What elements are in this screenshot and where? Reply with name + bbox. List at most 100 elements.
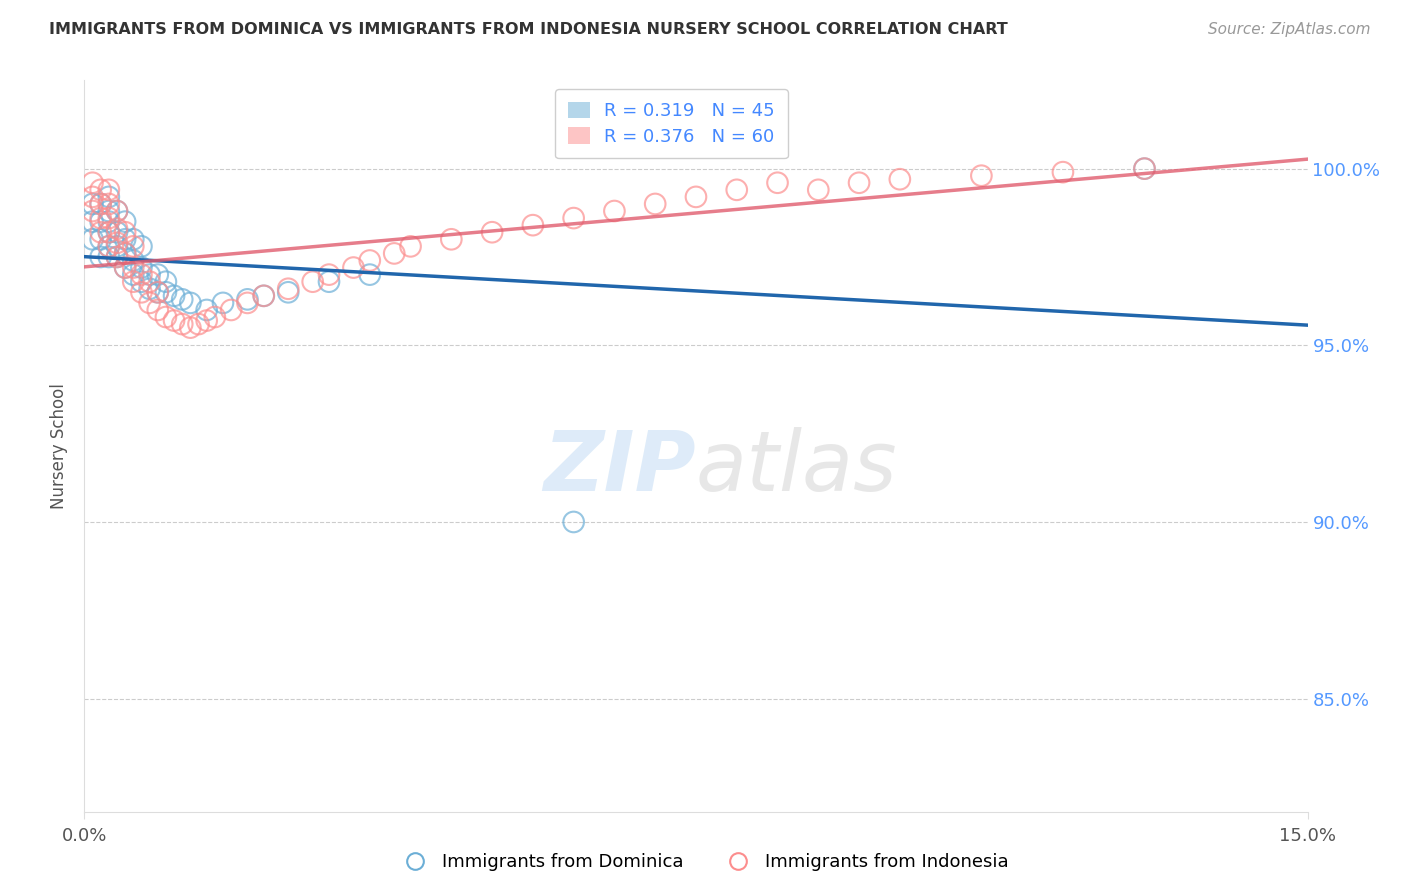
Point (212, 296, 235, 310)
Point (195, 302, 218, 317)
Point (114, 246, 136, 260)
Point (179, 296, 201, 310)
Legend: Immigrants from Dominica, Immigrants from Indonesia: Immigrants from Dominica, Immigrants fro… (389, 847, 1017, 879)
Point (603, 204, 626, 219)
Point (1133, 161, 1156, 176)
Point (97, 197, 120, 211)
Point (82, 176, 104, 190)
Point (131, 285, 153, 300)
Point (399, 239, 422, 253)
Point (90, 250, 112, 264)
Point (122, 275, 145, 289)
Point (970, 169, 993, 183)
Point (105, 204, 128, 219)
Point (97, 183, 120, 197)
Point (97, 225, 120, 239)
Point (114, 232, 136, 246)
Point (97, 211, 120, 225)
Point (131, 275, 153, 289)
Point (82, 190, 104, 204)
Text: Source: ZipAtlas.com: Source: ZipAtlas.com (1208, 22, 1371, 37)
Point (114, 260, 136, 275)
Y-axis label: Nursery School: Nursery School (51, 383, 69, 509)
Point (163, 289, 186, 303)
Point (122, 232, 145, 246)
Point (359, 253, 381, 268)
Point (90, 183, 112, 197)
Point (105, 204, 128, 219)
Point (114, 225, 136, 239)
Point (807, 183, 830, 197)
Point (131, 239, 153, 253)
Point (236, 296, 259, 310)
Point (105, 235, 128, 250)
Point (253, 289, 276, 303)
Point (440, 232, 463, 246)
Point (1052, 165, 1074, 179)
Point (90, 211, 112, 225)
Point (105, 221, 128, 235)
Point (195, 313, 218, 327)
Point (253, 289, 276, 303)
Text: atlas: atlas (696, 427, 897, 508)
Point (97, 190, 120, 204)
Point (138, 296, 160, 310)
Point (146, 285, 169, 300)
Point (219, 302, 242, 317)
Point (90, 214, 112, 228)
Point (644, 197, 666, 211)
Point (97, 204, 120, 219)
Point (277, 282, 299, 296)
Point (155, 310, 177, 324)
Point (725, 183, 748, 197)
Point (97, 239, 120, 253)
Point (146, 302, 169, 317)
Point (277, 285, 299, 300)
Point (889, 172, 911, 186)
Point (82, 232, 104, 246)
Point (114, 246, 136, 260)
Point (848, 176, 870, 190)
Legend: R = 0.319   N = 45, R = 0.376   N = 60: R = 0.319 N = 45, R = 0.376 N = 60 (555, 89, 787, 159)
Point (187, 317, 209, 331)
Point (685, 190, 707, 204)
Point (114, 214, 136, 228)
Point (562, 211, 585, 225)
Point (131, 268, 153, 282)
Point (122, 239, 145, 253)
Point (131, 260, 153, 275)
Point (179, 320, 201, 334)
Point (318, 268, 340, 282)
Point (146, 285, 169, 300)
Point (82, 197, 104, 211)
Point (522, 218, 544, 232)
Point (562, 515, 585, 529)
Point (301, 275, 323, 289)
Point (318, 275, 340, 289)
Point (146, 268, 169, 282)
Point (82, 204, 104, 219)
Point (155, 285, 177, 300)
Point (122, 260, 145, 275)
Point (359, 268, 381, 282)
Point (97, 239, 120, 253)
Text: ZIP: ZIP (543, 427, 696, 508)
Point (382, 246, 405, 260)
Point (204, 310, 226, 324)
Point (122, 268, 145, 282)
Point (105, 250, 128, 264)
Point (90, 197, 112, 211)
Point (766, 176, 789, 190)
Point (97, 250, 120, 264)
Point (105, 239, 128, 253)
Point (114, 260, 136, 275)
Point (90, 225, 112, 239)
Point (138, 282, 160, 296)
Point (236, 293, 259, 307)
Point (97, 225, 120, 239)
Point (105, 225, 128, 239)
Point (172, 317, 194, 331)
Point (97, 214, 120, 228)
Point (82, 214, 104, 228)
Point (138, 268, 160, 282)
